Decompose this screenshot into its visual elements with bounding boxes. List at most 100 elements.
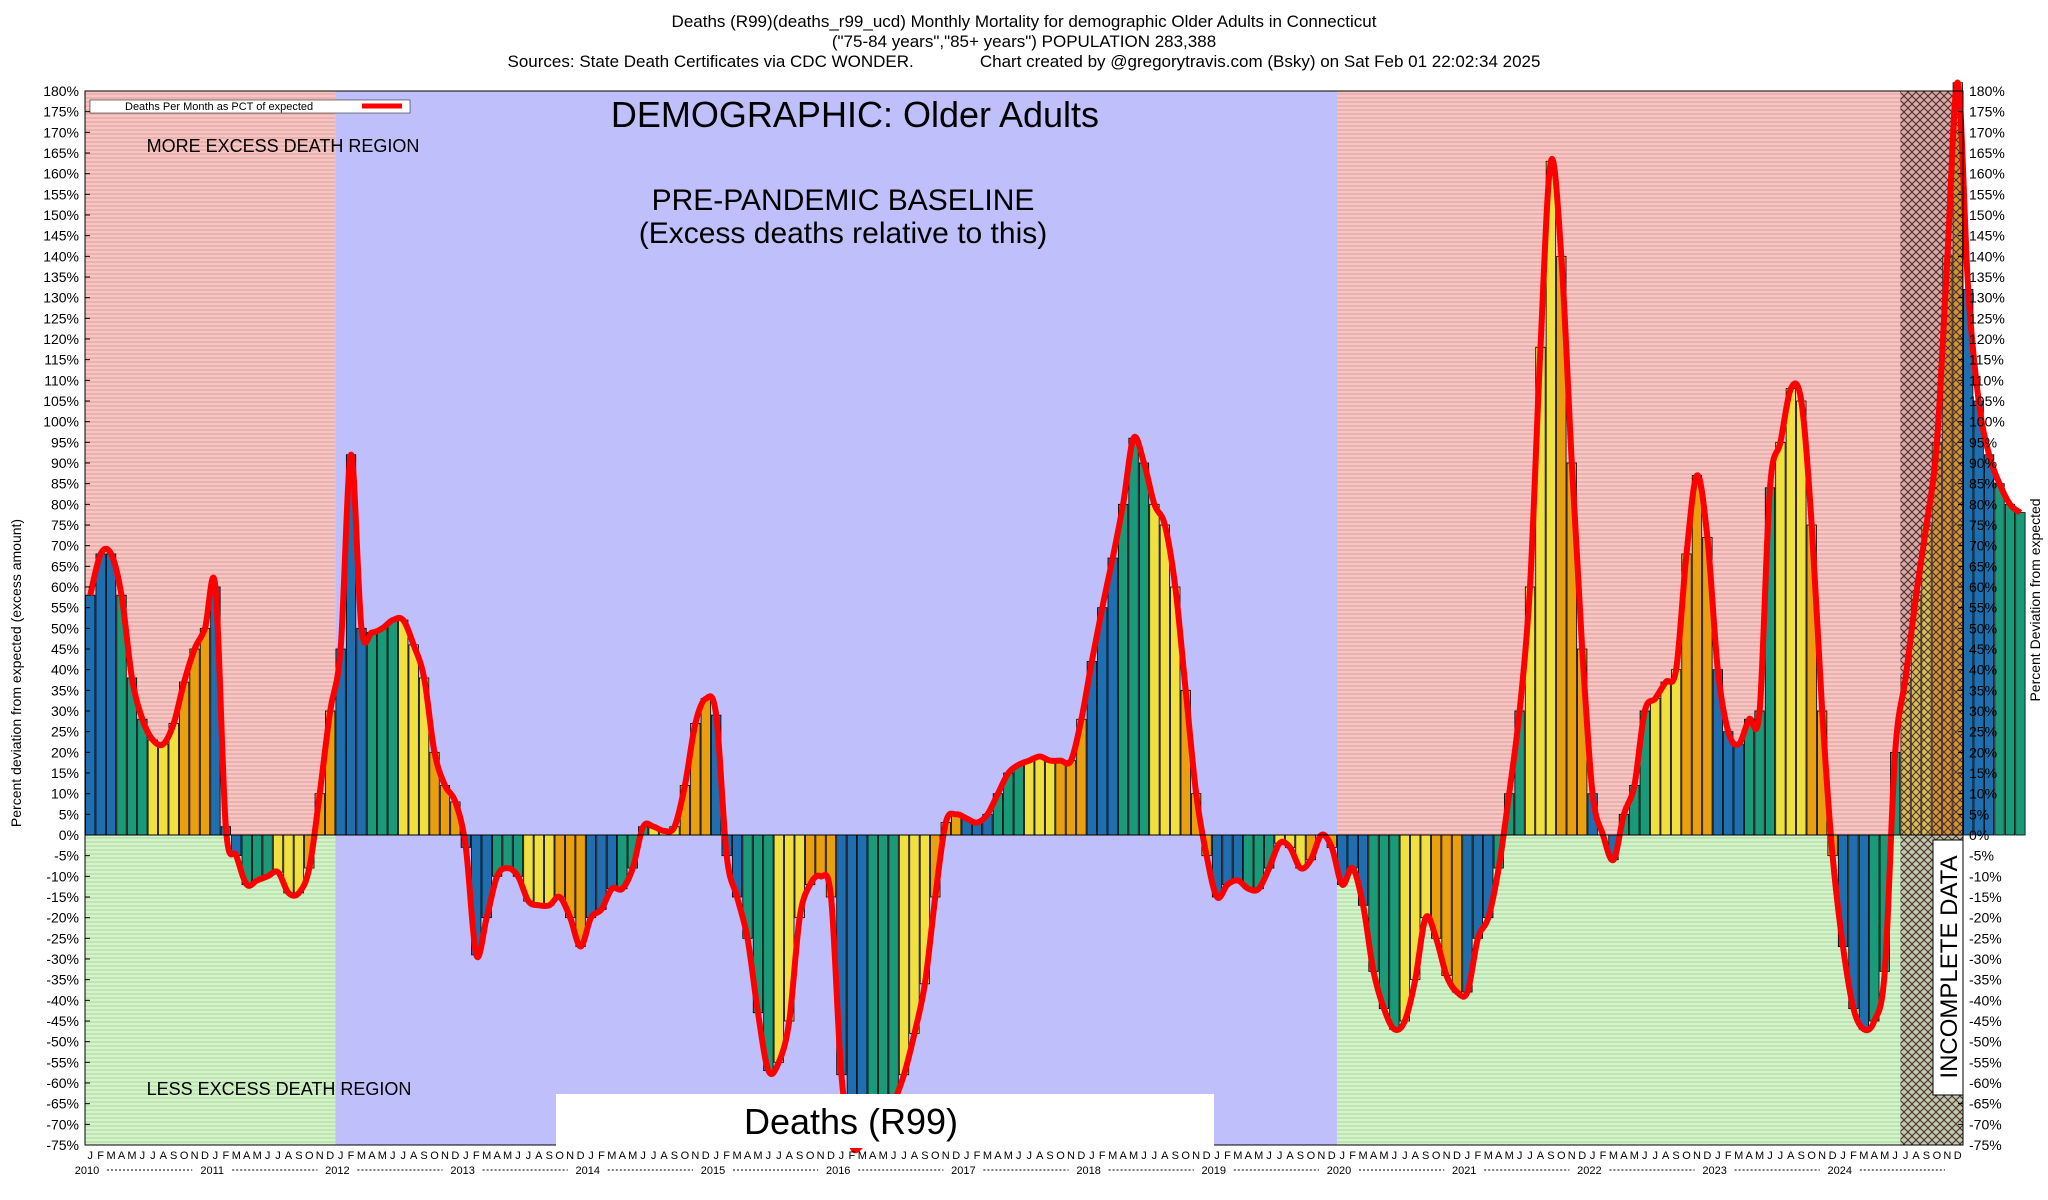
x-tick-label-year: 2022 [1577, 1165, 1601, 1177]
incomplete-label-text: INCOMPLETE DATA [1936, 855, 1963, 1078]
y-tick-label-right: 60% [1969, 579, 1997, 595]
x-tick-label-month: J [839, 1150, 845, 1162]
y-tick-label-right: 50% [1969, 620, 1997, 636]
x-tick-label-month: O [1557, 1150, 1566, 1162]
x-tick-label-month: D [1077, 1150, 1085, 1162]
bar-2019-3 [1232, 834, 1243, 881]
bar-2010-6 [137, 718, 148, 836]
x-tick-label-month: N [1067, 1150, 1075, 1162]
x-tick-label-month: S [546, 1150, 553, 1162]
y-tick-label-left: -20% [46, 910, 79, 926]
y-tick-label-right: -30% [1969, 951, 2002, 967]
legend-label: Deaths Per Month as PCT of expected [125, 101, 313, 113]
y-tick-label-left: 35% [51, 682, 79, 698]
bar-2018-6 [1138, 462, 1150, 836]
bar-2012-3 [356, 627, 367, 836]
x-tick-label-year: 2021 [1452, 1165, 1476, 1177]
x-tick-label-year: 2020 [1327, 1165, 1351, 1177]
legend: Deaths Per Month as PCT of expected [89, 99, 411, 114]
y-tick-label-right: 110% [1969, 372, 2004, 388]
x-tick-label-month: J [1840, 1150, 1846, 1162]
bar-2010-9 [168, 723, 179, 836]
y-tick-label-left: -55% [46, 1054, 79, 1070]
x-tick-label-month: N [942, 1150, 950, 1162]
x-tick-label-month: N [316, 1150, 324, 1162]
x-tick-label-month: M [106, 1150, 115, 1162]
x-tick-label-month: J [1767, 1150, 1773, 1162]
x-tick-label-month: S [1172, 1150, 1179, 1162]
y-tick-label-right: 70% [1969, 538, 1997, 554]
x-tick-label-month: J [526, 1150, 532, 1162]
y-tick-label-left: 140% [43, 248, 79, 264]
x-tick-label-month: A [786, 1150, 794, 1162]
x-tick-label-year: 2024 [1828, 1165, 1852, 1177]
x-tick-label-year: 2014 [576, 1165, 600, 1177]
bar-2013-9 [544, 834, 555, 906]
y-tick-label-right: 75% [1969, 517, 1997, 533]
incomplete-label-box [1932, 839, 1964, 1096]
x-tick-label-month: S [796, 1150, 803, 1162]
x-tick-label-month: J [338, 1150, 344, 1162]
y-tick-label-left: 50% [51, 620, 79, 636]
x-tick-label-month: J [1339, 1150, 1345, 1162]
x-tick-label-month: M [1609, 1150, 1618, 1162]
y-tick-label-left: 160% [43, 166, 79, 182]
x-tick-label-month: A [1495, 1150, 1503, 1162]
bar-undefined-6 [2015, 512, 2026, 836]
x-tick-label-month: J [1642, 1150, 1648, 1162]
x-tick-label-month: S [921, 1150, 928, 1162]
x-tick-label-month: M [1108, 1150, 1117, 1162]
x-tick-label-month: F [348, 1150, 355, 1162]
y-tick-label-left: 45% [51, 641, 79, 657]
x-tick-label-month: A [744, 1150, 752, 1162]
bar-2010-7 [147, 739, 158, 836]
bar-2012-6 [387, 619, 398, 836]
x-tick-label-month: D [1829, 1150, 1837, 1162]
bar-2022-8 [1660, 681, 1671, 836]
y-tick-label-left: 5% [59, 806, 79, 822]
bar-2010-3 [105, 553, 117, 836]
y-tick-label-left: 175% [43, 104, 79, 120]
x-tick-label-month: O [555, 1150, 564, 1162]
less-region-post [1337, 835, 1963, 1145]
x-tick-label-year: 2018 [1076, 1165, 1100, 1177]
x-tick-label-month: J [1527, 1150, 1533, 1162]
x-tick-label-month: J [1026, 1150, 1032, 1162]
x-tick-label-month: N [1192, 1150, 1200, 1162]
x-tick-label-month: N [691, 1150, 699, 1162]
x-tick-label-month: J [265, 1150, 271, 1162]
x-tick-label-month: J [588, 1150, 594, 1162]
x-tick-label-month: J [1892, 1150, 1898, 1162]
y-tick-label-left: 65% [51, 558, 79, 574]
x-tick-label-month: A [1370, 1150, 1378, 1162]
x-tick-label-month: N [1443, 1150, 1451, 1162]
bar-2022-11 [1691, 474, 1703, 836]
bar-2011-6 [262, 834, 273, 877]
x-tick-label-month: S [1547, 1150, 1554, 1162]
x-tick-label-month: F [1349, 1150, 1356, 1162]
x-tick-label-month: F [222, 1150, 229, 1162]
bar-2020-12 [1451, 834, 1463, 993]
y-tick-label-left: -25% [46, 930, 79, 946]
bar-2016-8 [909, 834, 920, 1034]
x-tick-label-month: J [1402, 1150, 1408, 1162]
bar-2022-7 [1650, 698, 1661, 836]
x-tick-label-month: D [1578, 1150, 1586, 1162]
x-tick-label-month: S [671, 1150, 678, 1162]
bar-2018-7 [1149, 503, 1160, 836]
bar-2023-7 [1775, 441, 1786, 836]
bar-2018-2 [1097, 607, 1108, 836]
y-tick-label-right: -75% [1969, 1137, 2002, 1153]
y-tick-label-left: 145% [43, 228, 79, 244]
x-tick-label-month: D [1328, 1150, 1336, 1162]
chart-title-line-2: ("75-84 years","85+ years") POPULATION 2… [831, 32, 1217, 51]
x-tick-label-month: J [463, 1150, 469, 1162]
x-tick-label-month: J [1715, 1150, 1721, 1162]
bar-2013-10 [554, 834, 565, 898]
x-tick-label-month: J [1214, 1150, 1220, 1162]
bar-2011-7 [272, 834, 284, 873]
y-tick-label-left: 25% [51, 724, 79, 740]
x-tick-label-month: O [1307, 1150, 1316, 1162]
bar-2021-2 [1472, 834, 1483, 939]
